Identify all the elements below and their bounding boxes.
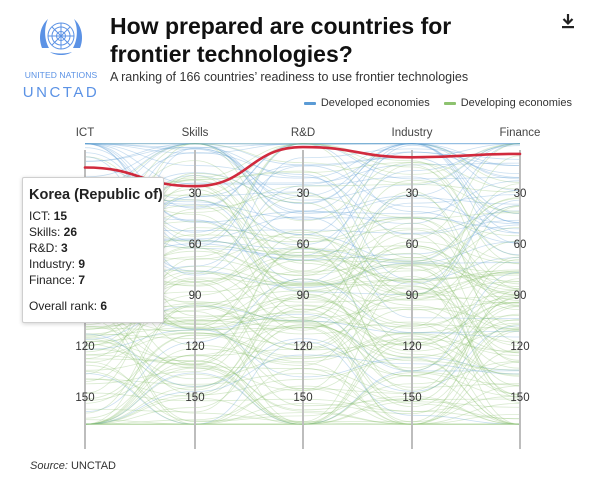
axis-tick-label: 90 <box>514 290 527 302</box>
country-line[interactable] <box>84 143 521 224</box>
legend-item-developing[interactable]: Developing economies <box>443 97 572 109</box>
country-line[interactable] <box>84 189 521 262</box>
country-line[interactable] <box>84 143 520 162</box>
country-line[interactable] <box>84 319 521 408</box>
chart-subtitle: A ranking of 166 countries’ readiness to… <box>110 70 469 84</box>
country-line[interactable] <box>84 143 520 148</box>
axis-tick-label: 60 <box>514 239 527 251</box>
chart-title: How prepared are countries for frontier … <box>110 13 452 67</box>
legend-item-developed[interactable]: Developed economies <box>303 97 430 109</box>
country-line[interactable] <box>84 143 521 220</box>
axis-tick-label: 150 <box>293 392 312 404</box>
country-line[interactable] <box>84 303 521 414</box>
country-line[interactable] <box>84 286 521 346</box>
country-tooltip: Korea (Republic of) ICT: 15 Skills: 26 R… <box>22 177 164 323</box>
country-line[interactable] <box>84 233 521 363</box>
axis-title: Finance <box>500 127 541 139</box>
country-line[interactable] <box>84 308 521 395</box>
axis-title: Skills <box>182 127 209 139</box>
country-line[interactable] <box>84 354 521 425</box>
country-line[interactable] <box>84 334 521 400</box>
axis-title: ICT <box>76 127 95 139</box>
country-line[interactable] <box>84 271 521 372</box>
country-line[interactable] <box>84 265 521 403</box>
tooltip-overall-rank: Overall rank: 6 <box>29 299 108 313</box>
axis-tick-label: 150 <box>75 392 94 404</box>
axis-tick-label: 60 <box>406 239 419 251</box>
tooltip-row-rd: R&D: 3 <box>29 241 68 255</box>
country-line[interactable] <box>84 335 521 425</box>
source-note: Source: UNCTAD <box>30 460 116 472</box>
source-text: UNCTAD <box>67 460 116 472</box>
axis-tick-label: 90 <box>297 290 310 302</box>
country-line[interactable] <box>84 360 521 425</box>
country-line[interactable] <box>84 204 521 285</box>
unctad-logo: UNITED NATIONS UNCTAD <box>22 10 100 101</box>
unctad-label: UNCTAD <box>22 84 100 101</box>
country-line[interactable] <box>84 143 521 196</box>
axis-tick-label: 30 <box>406 188 419 200</box>
axis-tick-label: 150 <box>510 392 529 404</box>
axis-tick-label: 90 <box>189 290 202 302</box>
country-line[interactable] <box>84 143 521 244</box>
axis-tick-label: 60 <box>189 239 202 251</box>
axis-tick-label: 120 <box>293 341 312 353</box>
tooltip-country-name: Korea (Republic of) <box>29 187 163 203</box>
legend-swatch-developed <box>303 101 316 105</box>
legend-swatch-developing <box>443 101 456 105</box>
un-emblem-icon <box>40 19 82 55</box>
country-line[interactable] <box>84 330 521 425</box>
country-line[interactable] <box>85 341 521 425</box>
axis-tick-label: 60 <box>297 239 310 251</box>
country-line[interactable] <box>84 319 521 420</box>
country-line[interactable] <box>84 143 521 221</box>
axis-tick-label: 90 <box>406 290 419 302</box>
legend: Developed economies Developing economies <box>303 97 572 109</box>
axis-title: R&D <box>291 127 315 139</box>
country-line[interactable] <box>84 296 521 402</box>
axis-tick-label: 150 <box>402 392 421 404</box>
country-line[interactable] <box>84 281 521 425</box>
country-line[interactable] <box>85 349 521 425</box>
axis-tick-label: 30 <box>189 188 202 200</box>
source-label: Source: <box>30 460 68 472</box>
country-line[interactable] <box>84 289 521 423</box>
country-line[interactable] <box>84 143 521 243</box>
united-nations-label: UNITED NATIONS <box>24 70 98 80</box>
country-line[interactable] <box>84 317 520 425</box>
tooltip-row-industry: Industry: 9 <box>29 257 86 271</box>
axis-tick-label: 150 <box>185 392 204 404</box>
tooltip-row-skills: Skills: 26 <box>29 225 78 239</box>
download-icon[interactable] <box>557 10 579 32</box>
axis-title: Industry <box>392 127 433 139</box>
country-line[interactable] <box>84 278 521 391</box>
axis-tick-label: 120 <box>75 341 94 353</box>
country-line[interactable] <box>84 361 520 425</box>
country-line[interactable] <box>84 276 521 396</box>
country-line[interactable] <box>84 354 521 425</box>
axis-tick-label: 30 <box>514 188 527 200</box>
tooltip-row-finance: Finance: 7 <box>29 273 86 287</box>
legend-label-developing: Developing economies <box>460 97 572 109</box>
country-line[interactable] <box>84 306 521 401</box>
country-line[interactable] <box>84 229 521 345</box>
tooltip-row-ict: ICT: 15 <box>29 209 68 223</box>
axis-tick-label: 30 <box>297 188 310 200</box>
axis-tick-label: 120 <box>510 341 529 353</box>
axis-tick-label: 120 <box>402 341 421 353</box>
country-line[interactable] <box>84 305 521 425</box>
country-line[interactable] <box>84 361 521 425</box>
axis-tick-label: 120 <box>185 341 204 353</box>
country-line[interactable] <box>84 278 521 413</box>
country-line[interactable] <box>84 325 521 425</box>
country-line[interactable] <box>84 143 521 256</box>
legend-label-developed: Developed economies <box>320 97 430 109</box>
country-line[interactable] <box>85 143 521 191</box>
